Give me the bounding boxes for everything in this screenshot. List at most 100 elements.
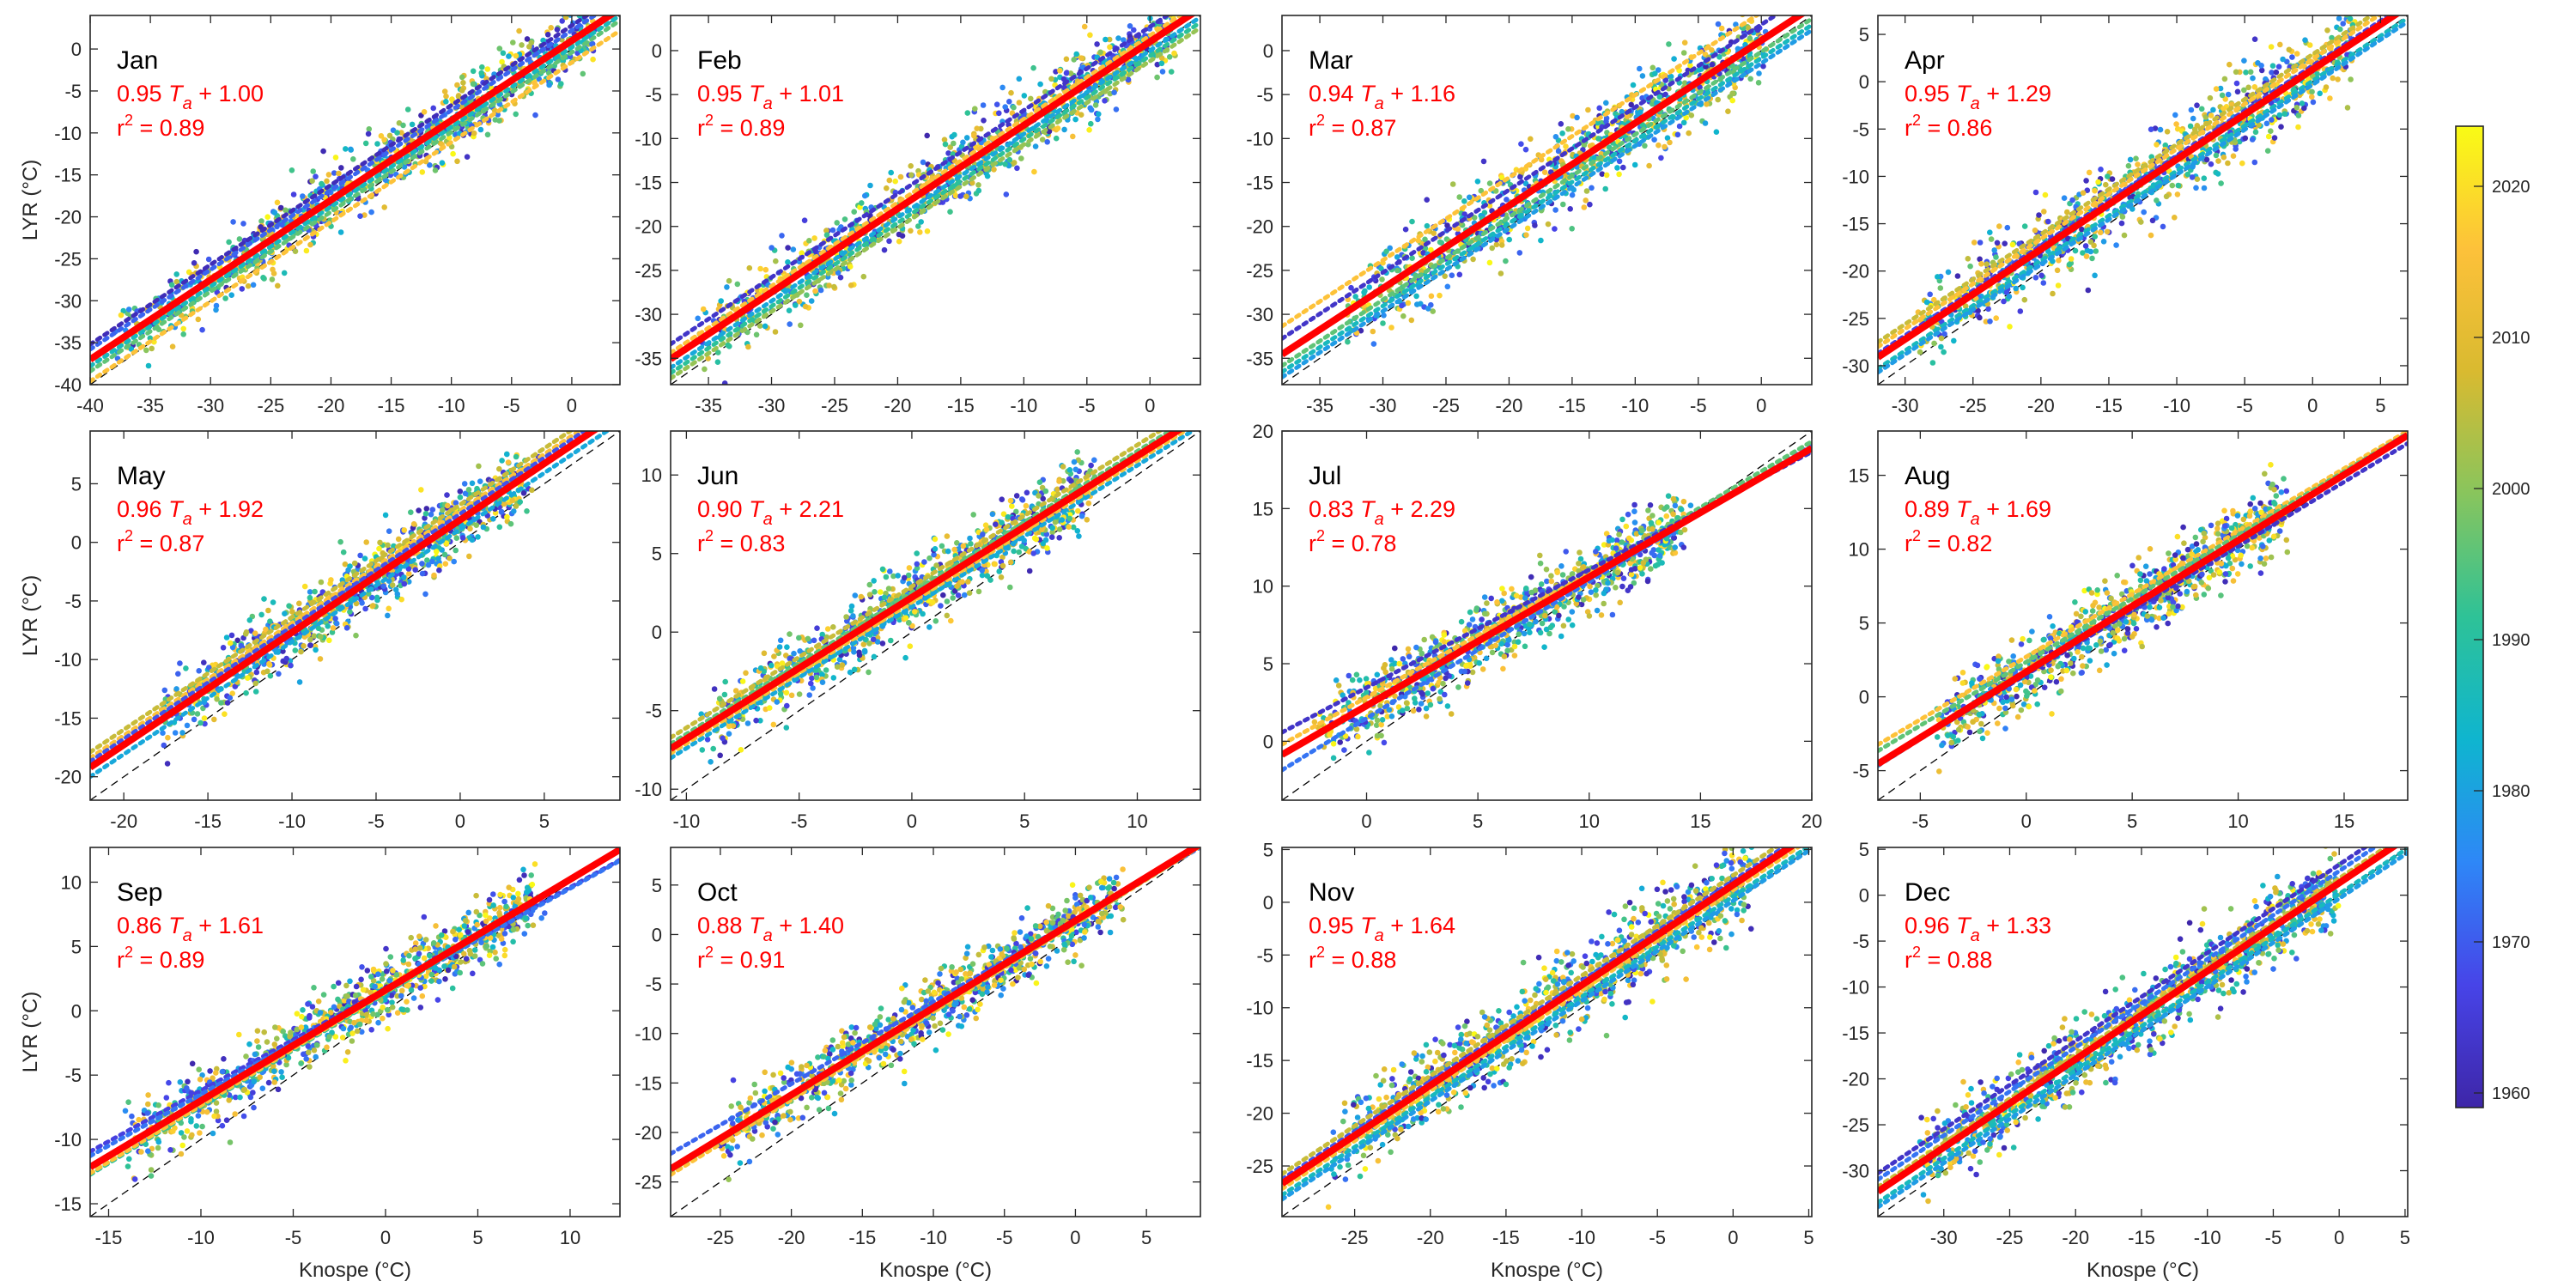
one-to-one-line bbox=[90, 431, 620, 800]
scatter-point bbox=[924, 132, 930, 139]
scatter-point bbox=[2230, 153, 2237, 159]
scatter-point bbox=[1978, 261, 1984, 267]
x-tick-label: -10 bbox=[1621, 395, 1649, 416]
x-tick-label: -10 bbox=[438, 395, 465, 416]
scatter-point bbox=[1523, 232, 1529, 239]
scatter-point bbox=[860, 641, 867, 647]
scatter-point bbox=[1532, 222, 1538, 228]
scatter-point bbox=[1405, 300, 1412, 307]
y-tick-label: 5 bbox=[71, 473, 82, 495]
r-squared-value: = 0.86 bbox=[1921, 115, 1992, 141]
scatter-point bbox=[455, 94, 462, 100]
scatter-point bbox=[1420, 250, 1426, 256]
scatter-point bbox=[470, 68, 477, 75]
scatter-point bbox=[476, 463, 482, 470]
one-to-one-line bbox=[671, 15, 1200, 385]
scatter-point bbox=[779, 233, 785, 239]
scatter-point bbox=[1671, 56, 1677, 62]
scatter-point bbox=[1054, 125, 1061, 131]
one-to-one-line bbox=[1282, 15, 1812, 385]
scatter-point bbox=[2174, 191, 2181, 197]
x-tick-label: -25 bbox=[257, 395, 284, 416]
scatter-point bbox=[1378, 265, 1384, 272]
scatter-point bbox=[1007, 584, 1013, 591]
scatter-point bbox=[223, 634, 230, 640]
scatter-point bbox=[453, 535, 460, 541]
equation-var: T bbox=[749, 81, 765, 106]
scatter-point bbox=[309, 178, 315, 184]
scatter-point bbox=[300, 193, 306, 199]
scatter-point bbox=[362, 140, 369, 147]
equation-intercept: + 1.16 bbox=[1384, 81, 1455, 106]
scatter-point bbox=[491, 107, 498, 113]
scatter-point bbox=[1725, 108, 1731, 114]
y-tick-label: -35 bbox=[1246, 348, 1273, 369]
scatter-point bbox=[917, 229, 923, 235]
month-label: Jan bbox=[117, 46, 158, 75]
scatter-point bbox=[401, 574, 407, 580]
scatter-point bbox=[823, 228, 829, 234]
scatter-point bbox=[1024, 489, 1030, 496]
scatter-point bbox=[924, 228, 931, 234]
y-tick-label: 0 bbox=[1263, 40, 1273, 62]
scatter-point bbox=[401, 580, 408, 587]
scatter-point bbox=[1552, 207, 1558, 213]
scatter-point bbox=[337, 538, 343, 545]
scatter-point bbox=[2104, 228, 2111, 235]
scatter-point bbox=[1011, 160, 1018, 166]
scatter-point bbox=[2038, 272, 2044, 279]
scatter-point bbox=[318, 579, 325, 586]
scatter-point bbox=[199, 326, 205, 333]
scatter-point bbox=[1103, 36, 1109, 43]
scatter-point bbox=[1559, 131, 1565, 137]
scatter-point bbox=[1489, 245, 1495, 252]
scatter-point bbox=[277, 204, 284, 211]
scatter-point bbox=[2172, 112, 2178, 118]
scatter-point bbox=[2164, 129, 2171, 135]
scatter-point bbox=[1715, 21, 1722, 27]
scatter-point bbox=[1166, 54, 1173, 60]
scatter-point bbox=[270, 599, 276, 605]
scatter-point bbox=[2007, 324, 2013, 330]
scatter-point bbox=[1656, 94, 1663, 100]
scatter-point bbox=[324, 178, 330, 185]
scatter-point bbox=[972, 106, 978, 112]
scatter-point bbox=[1111, 89, 1117, 95]
scatter-point bbox=[1125, 76, 1132, 83]
equation-intercept: + 1.01 bbox=[773, 81, 844, 106]
scatter-point bbox=[1506, 236, 1512, 243]
scatter-point bbox=[224, 700, 231, 706]
scatter-point bbox=[790, 246, 797, 252]
scatter-point bbox=[1073, 51, 1079, 58]
scatter-point bbox=[2072, 247, 2079, 254]
scatter-point bbox=[229, 644, 236, 651]
decade-fit-line bbox=[1282, 27, 1812, 379]
scatter-point bbox=[2092, 187, 2098, 194]
scatter-point bbox=[2250, 75, 2256, 82]
scatter-point bbox=[331, 170, 337, 176]
scatter-point bbox=[1094, 41, 1100, 47]
scatter-point bbox=[2309, 88, 2315, 95]
equation-coef: 0.94 bbox=[1309, 81, 1360, 106]
x-axis: -30 -25 -20 -15 -10 -5 0 5 bbox=[1892, 15, 2385, 416]
scatter-point bbox=[2299, 100, 2306, 106]
x-tick-label: -10 bbox=[278, 810, 306, 832]
scatter-point bbox=[826, 282, 832, 288]
scatter-point bbox=[1755, 80, 1762, 86]
scatter-point bbox=[2275, 64, 2282, 70]
scatter-point bbox=[1028, 95, 1034, 102]
scatter-point bbox=[1145, 9, 1151, 15]
scatter-point bbox=[2148, 126, 2154, 132]
scatter-point bbox=[315, 625, 322, 632]
scatter-point bbox=[2208, 161, 2215, 167]
scatter-point bbox=[1993, 315, 1999, 321]
scatter-point bbox=[2289, 54, 2295, 60]
scatter-point bbox=[1039, 137, 1046, 143]
scatter-point bbox=[347, 609, 353, 615]
scatter-point bbox=[1569, 191, 1576, 198]
scatter-point bbox=[2203, 156, 2210, 163]
scatter-point bbox=[1504, 197, 1510, 203]
y-tick-label: -20 bbox=[1246, 216, 1273, 238]
scatter-point bbox=[793, 302, 799, 308]
scatter-point bbox=[440, 507, 446, 513]
